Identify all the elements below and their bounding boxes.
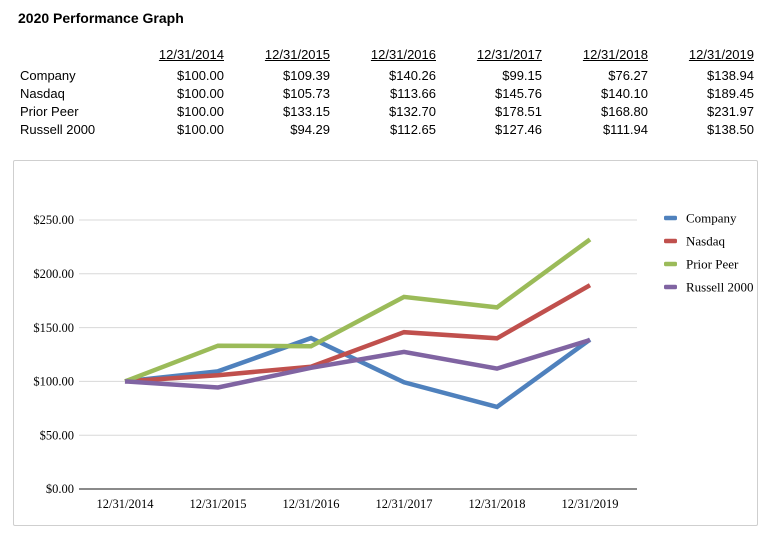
corner-cell: [18, 44, 118, 66]
cell-value: $100.00: [177, 121, 224, 137]
cell-value: $100.00: [177, 85, 224, 101]
cell-value: $189.45: [707, 85, 754, 101]
performance-table-grid: 12/31/2014 12/31/2015 12/31/2016 12/31/2017…: [18, 44, 754, 138]
x-axis-label: 12/31/2018: [469, 497, 526, 511]
legend-label-company: Company: [686, 211, 737, 226]
legend-swatch-company: [664, 215, 677, 221]
row-label: Company: [20, 67, 76, 83]
x-axis-label: 12/31/2014: [97, 497, 155, 511]
column-header: 12/31/2018: [582, 46, 648, 62]
x-axis-label: 12/31/2019: [562, 497, 619, 511]
table-row-prior-peer: Prior Peer $100.00 $133.15 $132.70 $178.51 $1…: [18, 102, 754, 120]
legend-swatch-russell-2000: [664, 284, 677, 290]
y-axis-label: $150.00: [33, 321, 74, 335]
table-row-company: Company $100.00 $109.39 $140.26 $99.15 $76.27…: [18, 66, 754, 84]
column-header: 12/31/2019: [688, 46, 754, 62]
series-line-prior-peer: [124, 237, 592, 384]
table-body: Company $100.00 $109.39 $140.26 $99.15 $76.27…: [18, 66, 754, 138]
table-row-russell-2000: Russell 2000 $100.00 $94.29 $112.65 $127.46 $…: [18, 120, 754, 138]
cell-value: $145.76: [495, 85, 542, 101]
y-axis-label: $0.00: [46, 482, 74, 496]
cell-value: $133.15: [283, 103, 330, 119]
cell-value: $112.65: [389, 121, 436, 137]
cell-value: $168.80: [601, 103, 648, 119]
cell-value: $132.70: [389, 103, 436, 119]
performance-chart: $0.00 $50.00 $100.00 $150.00 $200.00 $250.00 1…: [13, 160, 758, 526]
x-axis-label: 12/31/2015: [190, 497, 247, 511]
performance-table: 12/31/2014 12/31/2015 12/31/2016 12/31/2017…: [18, 44, 754, 138]
cell-value: $111.94: [602, 121, 648, 137]
chart-svg: $0.00 $50.00 $100.00 $150.00 $200.00 $250.00 1…: [33, 211, 754, 512]
table-head: 12/31/2014 12/31/2015 12/31/2016 12/31/2017…: [18, 44, 754, 66]
legend-swatch-nasdaq: [664, 238, 677, 244]
y-axis-label: $100.00: [33, 375, 74, 389]
cell-value: $178.51: [495, 103, 542, 119]
cell-value: $140.26: [389, 67, 436, 83]
cell-value: $231.97: [707, 103, 754, 119]
series-line-russell-2000: [124, 337, 591, 390]
y-axis-label: $200.00: [33, 267, 74, 281]
cell-value: $105.73: [283, 85, 330, 101]
x-axis-label: 12/31/2017: [376, 497, 433, 511]
series-line-nasdaq: [124, 283, 592, 384]
column-header: 12/31/2014: [158, 46, 224, 62]
column-header: 12/31/2016: [370, 46, 436, 62]
legend-label-russell-2000: Russell 2000: [686, 280, 754, 295]
page-title: 2020 Performance Graph: [18, 10, 184, 26]
cell-value: $113.66: [389, 85, 436, 101]
x-axis-label: 12/31/2016: [283, 497, 340, 511]
row-label: Nasdaq: [20, 85, 65, 101]
y-axis-label: $50.00: [40, 428, 74, 442]
table-header-row: 12/31/2014 12/31/2015 12/31/2016 12/31/2017…: [18, 44, 754, 66]
cell-value: $76.27: [608, 67, 648, 83]
row-label: Russell 2000: [20, 121, 96, 137]
y-axis-label: $250.00: [33, 213, 74, 227]
cell-value: $99.15: [502, 67, 542, 83]
cell-value: $127.46: [495, 121, 542, 137]
row-label: Prior Peer: [20, 103, 79, 119]
cell-value: $140.10: [601, 85, 648, 101]
table-row-nasdaq: Nasdaq $100.00 $105.73 $113.66 $145.76 $140.1…: [18, 84, 754, 102]
column-header: 12/31/2017: [476, 46, 542, 62]
cell-value: $138.50: [707, 121, 754, 137]
cell-value: $109.39: [283, 67, 330, 83]
cell-value: $138.94: [707, 67, 754, 83]
legend-label-prior-peer: Prior Peer: [686, 257, 739, 272]
legend-label-nasdaq: Nasdaq: [686, 234, 725, 249]
legend-swatch-prior-peer: [664, 261, 677, 267]
column-header: 12/31/2015: [264, 46, 330, 62]
cell-value: $100.00: [177, 103, 224, 119]
cell-value: $94.29: [290, 121, 330, 137]
cell-value: $100.00: [177, 67, 224, 83]
